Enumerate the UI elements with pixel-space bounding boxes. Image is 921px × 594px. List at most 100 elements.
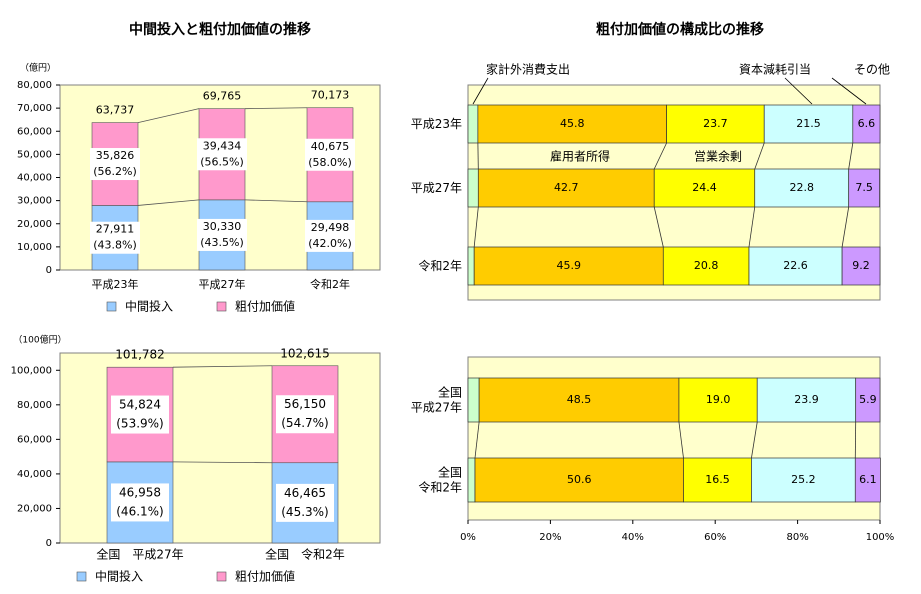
y-tick-label: 令和2年 [418, 258, 462, 273]
bar-segment [678, 377, 758, 423]
label-box [197, 138, 247, 171]
connector [473, 206, 479, 248]
bar-segment [467, 457, 476, 503]
share-label: (42.0%) [308, 237, 352, 250]
series-callout: 資本減耗引当 [739, 62, 811, 77]
value-label: 22.8 [789, 181, 814, 194]
connector [678, 421, 684, 459]
x-tick-label: 80% [786, 532, 808, 543]
share-label: (54.7%) [281, 416, 328, 430]
value-label: 54,824 [119, 398, 161, 412]
callout-leader [831, 77, 867, 105]
bar-segment [478, 377, 680, 423]
value-label: 42.7 [554, 181, 579, 194]
x-tick-label: 60% [704, 532, 726, 543]
value-label: 45.8 [560, 117, 585, 130]
label-box [90, 148, 140, 181]
bar-segment [852, 104, 881, 144]
x-tick-label: 40% [622, 532, 644, 543]
axis-unit: （100億円） [13, 334, 66, 346]
series-callout: 雇用者所得 [550, 149, 610, 164]
y-tick-label: 60,000 [17, 434, 52, 445]
value-label: 27,911 [96, 223, 135, 236]
bar-segment [683, 457, 752, 503]
share-label: (46.1%) [116, 504, 163, 518]
total-label: 63,737 [96, 104, 135, 117]
label-box [90, 221, 140, 254]
axis-unit: （億円） [20, 62, 56, 74]
connector [751, 421, 758, 459]
share-label: (53.9%) [116, 417, 163, 431]
legend-swatch [76, 571, 87, 582]
connector [137, 108, 200, 123]
bar-segment [653, 168, 756, 208]
value-label: 29,498 [311, 221, 350, 234]
connector [653, 142, 667, 170]
series-callout: 家計外消費支出 [486, 62, 570, 77]
bar-segment [854, 457, 881, 503]
y-tick-label: 0 [46, 538, 52, 549]
total-label: 69,765 [203, 90, 242, 103]
y-tick-label: 20,000 [17, 503, 52, 514]
value-label: 6.6 [858, 117, 876, 130]
value-label: 23.7 [703, 117, 728, 130]
chart-title: 中間投入と粗付加価値の推移 [129, 21, 311, 38]
y-tick-label: 平成23年 [411, 117, 462, 131]
x-tick-label: 平成27年 [199, 277, 246, 291]
value-label: 21.5 [796, 117, 821, 130]
series-callout: その他 [854, 63, 890, 77]
label-box [305, 138, 355, 171]
bar-segment [855, 377, 881, 423]
x-tick-label: 全国 平成27年 [96, 547, 183, 562]
y-tick-label: 100,000 [11, 365, 52, 376]
value-label: 20.8 [694, 259, 719, 272]
bar-segment [763, 104, 854, 144]
y-tick-label: 40,000 [17, 173, 52, 184]
value-label: 40,675 [311, 140, 350, 153]
value-label: 22.6 [783, 259, 808, 272]
y-tick-label: 50,000 [17, 149, 52, 160]
bar-segment [848, 168, 880, 208]
y-tick-label: 平成27年 [411, 181, 462, 195]
x-tick-label: 100% [866, 532, 895, 543]
series-callout: 営業余剰 [694, 149, 742, 164]
total-label: 102,615 [280, 346, 330, 360]
value-label: 39,434 [203, 139, 242, 152]
callout-leader [784, 77, 813, 105]
y-tick-label: 全国平成27年 [411, 384, 462, 414]
y-tick-label: 70,000 [17, 103, 52, 114]
share-label: (56.2%) [93, 165, 137, 178]
total-label: 101,782 [115, 348, 165, 362]
bar-segment [751, 457, 856, 503]
value-label: 24.4 [692, 181, 717, 194]
label-box [111, 483, 169, 522]
label-box [276, 483, 334, 522]
bar-segment [666, 104, 765, 144]
x-tick-label: 全国 令和2年 [265, 547, 345, 562]
connector [244, 199, 308, 203]
value-label: 7.5 [855, 181, 873, 194]
value-label: 16.5 [705, 473, 730, 486]
value-label: 35,826 [96, 149, 135, 162]
value-label: 25.2 [791, 473, 816, 486]
value-label: 19.0 [706, 393, 731, 406]
bar-segment [477, 104, 667, 144]
connector [474, 421, 480, 459]
share-label: (45.3%) [281, 505, 328, 519]
value-label: 46,958 [119, 485, 161, 499]
label-box [276, 395, 334, 434]
value-label: 45.9 [556, 259, 581, 272]
bar-segment [841, 246, 881, 286]
legend-swatch [216, 571, 227, 582]
bar-segment [467, 377, 480, 423]
bar-segment [473, 246, 664, 286]
value-label: 9.2 [852, 259, 870, 272]
connector [748, 206, 756, 248]
y-tick-label: 80,000 [17, 400, 52, 411]
bar-segment [754, 168, 850, 208]
chart-title: 粗付加価値の構成比の推移 [596, 21, 764, 38]
legend-label: 粗付加価値 [235, 299, 295, 314]
y-tick-label: 20,000 [17, 219, 52, 230]
y-tick-label: 10,000 [17, 242, 52, 253]
